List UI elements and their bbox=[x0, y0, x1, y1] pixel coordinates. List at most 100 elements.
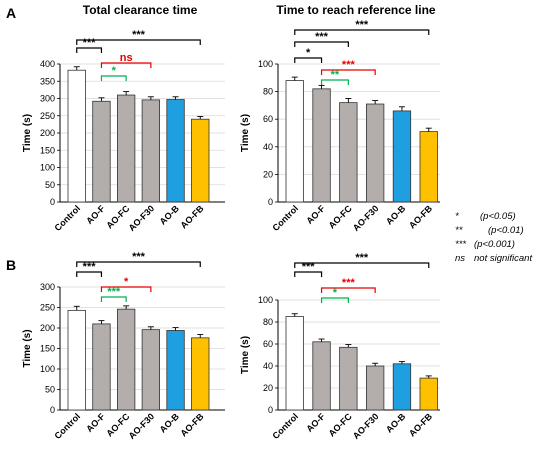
significance-label-b-clearance-0: *** bbox=[132, 251, 146, 263]
significance-bracket-a-clearance-0 bbox=[76, 39, 201, 45]
significance-bracket-a-reference-3 bbox=[320, 69, 376, 75]
significance-bracket-b-clearance-2 bbox=[100, 286, 152, 292]
bar-a-clearance-ao-fc bbox=[117, 94, 136, 203]
x-tick-label-a-reference-1: AO-F bbox=[304, 203, 327, 226]
bar-b-clearance-ao-f30 bbox=[141, 329, 161, 411]
chart-title-clearance: Total clearance time bbox=[83, 3, 198, 17]
x-tick-label-b-clearance-0: Control bbox=[52, 411, 82, 441]
x-tick-label-b-reference-1: AO-F bbox=[304, 411, 327, 434]
y-tick-label-b-reference-3: 60 bbox=[263, 339, 273, 349]
x-tick-label-a-clearance-5: AO-FB bbox=[178, 203, 206, 231]
y-tick-label-a-reference-5: 100 bbox=[258, 59, 273, 69]
x-tick-label-a-clearance-0: Control bbox=[52, 203, 82, 233]
y-tick-label-b-clearance-4: 200 bbox=[40, 323, 55, 333]
bar-b-clearance-ao-b bbox=[166, 330, 185, 411]
bar-a-reference-ao-fc bbox=[339, 102, 358, 203]
significance-bracket-a-clearance-3 bbox=[100, 75, 127, 81]
y-tick-label-a-clearance-0: 0 bbox=[50, 197, 55, 207]
y-axis-label-b-reference: Time (s) bbox=[240, 336, 251, 374]
significance-bracket-b-clearance-3 bbox=[100, 296, 127, 302]
significance-label-a-reference-3: *** bbox=[342, 59, 356, 71]
bar-a-reference-ao-b bbox=[392, 110, 412, 203]
x-tick-label-a-reference-5: AO-FB bbox=[407, 203, 435, 231]
significance-bracket-a-reference-2 bbox=[294, 57, 323, 63]
y-tick-label-a-reference-1: 20 bbox=[263, 169, 273, 179]
y-tick-label-b-clearance-6: 300 bbox=[40, 282, 55, 292]
y-tick-label-a-clearance-8: 400 bbox=[40, 59, 55, 69]
significance-label-a-reference-1: *** bbox=[315, 31, 329, 43]
significance-bracket-b-clearance-0 bbox=[76, 261, 201, 267]
bar-a-clearance-control bbox=[67, 69, 86, 203]
y-tick-label-a-reference-3: 60 bbox=[263, 114, 273, 124]
y-tick-label-a-reference-4: 80 bbox=[263, 87, 273, 97]
chart-total-clearance-b: 0 50 100 150 200 250 300 Time (s) Control AO-F AO-… bbox=[22, 251, 225, 441]
y-tick-label-a-clearance-1: 50 bbox=[45, 180, 55, 190]
y-tick-label-b-clearance-5: 250 bbox=[40, 303, 55, 313]
bar-b-clearance-control bbox=[67, 309, 86, 411]
y-tick-label-a-clearance-7: 350 bbox=[40, 76, 55, 86]
y-tick-label-b-reference-5: 100 bbox=[258, 295, 273, 305]
x-tick-label-b-clearance-5: AO-FB bbox=[178, 411, 206, 439]
x-tick-label-b-clearance-3: AO-F30 bbox=[127, 411, 157, 441]
y-axis-label-a-clearance: Time (s) bbox=[22, 114, 33, 152]
significance-bracket-b-reference-3 bbox=[320, 297, 349, 303]
bar-a-reference-ao-fb bbox=[419, 131, 438, 203]
y-tick-label-b-reference-4: 80 bbox=[263, 317, 273, 327]
significance-label-b-clearance-3: *** bbox=[107, 286, 121, 298]
panel-label-b: B bbox=[6, 257, 16, 273]
y-tick-label-a-reference-2: 40 bbox=[263, 142, 273, 152]
significance-label-b-reference-0: *** bbox=[355, 252, 369, 264]
y-tick-label-b-reference-0: 0 bbox=[268, 405, 273, 415]
x-tick-label-a-reference-3: AO-F30 bbox=[351, 203, 381, 233]
bar-b-clearance-ao-f bbox=[92, 323, 111, 411]
bar-a-reference-control bbox=[285, 80, 304, 203]
significance-label-a-clearance-2: ns bbox=[120, 52, 133, 64]
significance-legend: * (p<0.05) ** (p<0.01) *** (p<0.001) ns … bbox=[455, 211, 532, 264]
legend-text-3: (p<0.001) bbox=[474, 239, 515, 250]
y-tick-label-a-clearance-2: 100 bbox=[40, 163, 55, 173]
significance-label-a-reference-0: *** bbox=[355, 19, 369, 31]
panel-label-a: A bbox=[6, 5, 16, 21]
y-tick-label-b-clearance-1: 50 bbox=[45, 385, 55, 395]
legend-symbol-1: * bbox=[455, 211, 459, 222]
bar-b-reference-ao-b bbox=[392, 363, 412, 411]
significance-bracket-b-reference-1 bbox=[294, 271, 323, 277]
bar-b-clearance-ao-fc bbox=[117, 308, 136, 411]
x-tick-label-a-reference-0: Control bbox=[270, 203, 300, 233]
bar-b-reference-ao-fc bbox=[339, 346, 358, 411]
significance-bracket-b-clearance-1 bbox=[76, 271, 103, 277]
y-axis-label-b-clearance: Time (s) bbox=[22, 329, 33, 367]
significance-label-a-clearance-1: *** bbox=[83, 37, 97, 49]
significance-label-b-reference-2: *** bbox=[342, 277, 356, 289]
x-tick-label-a-clearance-3: AO-F30 bbox=[127, 203, 157, 233]
bar-b-reference-control bbox=[285, 316, 304, 411]
significance-label-b-reference-3: * bbox=[333, 287, 338, 299]
legend-symbol-4: ns bbox=[455, 253, 465, 264]
significance-label-a-reference-4: ** bbox=[331, 69, 340, 81]
chart-title-reference: Time to reach reference line bbox=[276, 3, 436, 17]
significance-bracket-a-reference-0 bbox=[294, 29, 430, 35]
significance-label-b-clearance-1: *** bbox=[83, 261, 97, 273]
bar-b-reference-ao-fb bbox=[419, 377, 438, 411]
y-tick-label-b-clearance-0: 0 bbox=[50, 405, 55, 415]
significance-bracket-b-reference-2 bbox=[320, 287, 376, 293]
significance-bracket-a-clearance-2 bbox=[100, 62, 152, 68]
bar-a-reference-ao-f30 bbox=[365, 103, 385, 203]
bar-b-clearance-ao-fb bbox=[191, 337, 210, 411]
legend-text-2: (p<0.01) bbox=[488, 225, 524, 236]
x-tick-label-b-reference-0: Control bbox=[270, 411, 300, 441]
y-tick-label-a-reference-0: 0 bbox=[268, 197, 273, 207]
x-tick-label-a-reference-4: AO-B bbox=[384, 203, 408, 227]
y-tick-label-b-reference-1: 20 bbox=[263, 383, 273, 393]
significance-bracket-b-reference-0 bbox=[294, 262, 430, 268]
bar-a-clearance-ao-b bbox=[166, 99, 185, 203]
significance-label-b-reference-1: *** bbox=[302, 261, 316, 273]
significance-bracket-a-clearance-1 bbox=[76, 47, 103, 53]
y-tick-label-b-clearance-3: 150 bbox=[40, 344, 55, 354]
bar-a-reference-ao-f bbox=[312, 88, 331, 203]
legend-symbol-3: *** bbox=[455, 239, 466, 250]
y-tick-label-b-reference-2: 40 bbox=[263, 361, 273, 371]
